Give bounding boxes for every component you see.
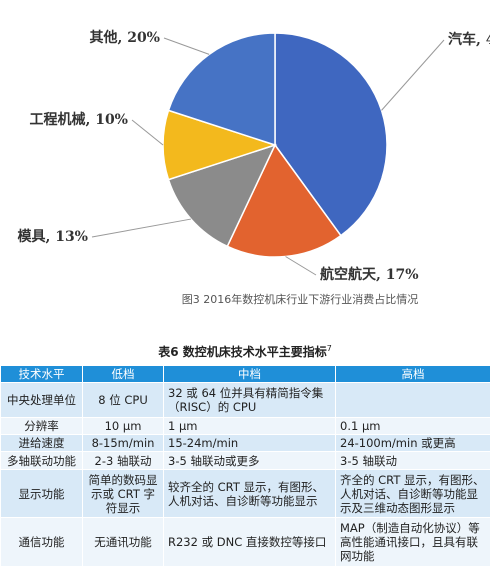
table-cell: 0.1 μm	[336, 418, 490, 435]
table-cell: 分辨率	[1, 418, 83, 435]
header-cell: 高档	[336, 366, 490, 383]
table-row: 显示功能简单的数码显示或 CRT 字符显示较齐全的 CRT 显示，有图形、人机对…	[1, 470, 490, 518]
slice-label: 模具, 13%	[17, 228, 88, 245]
leader-line	[286, 257, 316, 275]
table-cell: 显示功能	[1, 470, 83, 518]
table-cell: 较齐全的 CRT 显示，有图形、人机对话、自诊断等功能显示	[164, 470, 336, 518]
table-cell: 2-3 轴联动	[83, 452, 164, 470]
header-cell: 技术水平	[1, 366, 83, 383]
table-cell: 进给速度	[1, 435, 83, 452]
table-cell: MAP（制造自动化协议）等高性能通讯接口，且具有联网功能	[336, 518, 490, 567]
slice-label: 其他, 20%	[89, 29, 160, 46]
table-cell	[336, 383, 490, 418]
table-cell: 3-5 轴联动	[336, 452, 490, 470]
table-cell: 10 μm	[83, 418, 164, 435]
table-cell: 32 或 64 位并具有精简指令集（RISC）的 CPU	[164, 383, 336, 418]
leader-line	[382, 40, 444, 110]
header-cell: 低档	[83, 366, 164, 383]
table-cell: 1 μm	[164, 418, 336, 435]
table-cell: 24-100m/min 或更高	[336, 435, 490, 452]
table-cell: 通信功能	[1, 518, 83, 567]
table-cell: 15-24m/min	[164, 435, 336, 452]
table-cell: 简单的数码显示或 CRT 字符显示	[83, 470, 164, 518]
leader-line	[132, 120, 163, 145]
leader-line	[92, 219, 191, 237]
table-cell: 8-15m/min	[83, 435, 164, 452]
table-cell: R232 或 DNC 直接数控等接口	[164, 518, 336, 567]
slice-label: 航空航天, 17%	[320, 266, 419, 283]
chart: 图3 2016年数控机床行业下游行业消费占比情况 汽车, 40% 航空航天, 17…	[0, 0, 490, 340]
table-title-text: 表6 数控机床技术水平主要指标	[158, 345, 327, 359]
table-cell: 3-5 轴联动或更多	[164, 452, 336, 470]
table-cell: 齐全的 CRT 显示，有图形、人机对话、自诊断等功能显示及三维动态图形显示	[336, 470, 490, 518]
header-cell: 中档	[164, 366, 336, 383]
slice-label: 工程机械, 10%	[29, 111, 128, 128]
table-cell: 多轴联动功能	[1, 452, 83, 470]
table-title-sup: 7	[327, 344, 332, 353]
table-title: 表6 数控机床技术水平主要指标7	[0, 343, 490, 360]
header-row: 技术水平低档中档高档	[1, 366, 490, 383]
table-cell: 无通讯功能	[83, 518, 164, 567]
table-cell: 8 位 CPU	[83, 383, 164, 418]
table-cell: 中央处理单位	[1, 383, 83, 418]
leader-line	[164, 38, 209, 54]
slice-label: 汽车, 40%	[448, 31, 490, 48]
chart-caption: 图3 2016年数控机床行业下游行业消费占比情况	[182, 292, 419, 306]
